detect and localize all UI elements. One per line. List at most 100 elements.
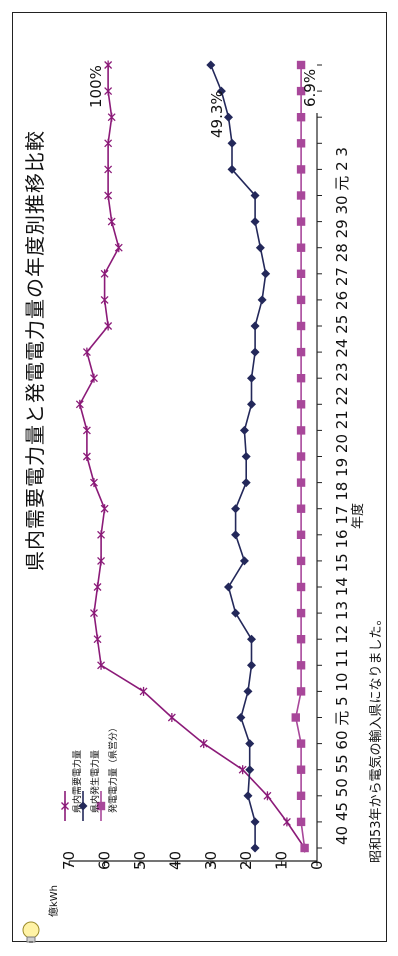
data-point bbox=[104, 86, 113, 96]
data-point bbox=[199, 739, 208, 749]
data-point bbox=[296, 374, 306, 383]
data-point bbox=[296, 86, 306, 96]
data-point bbox=[296, 661, 306, 670]
data-point bbox=[104, 191, 113, 200]
data-point bbox=[75, 399, 84, 409]
data-point bbox=[296, 243, 306, 252]
data-point bbox=[90, 373, 98, 383]
end-label-demand: 100% bbox=[87, 65, 105, 108]
unit-label: 億kWh bbox=[49, 884, 60, 917]
data-point bbox=[282, 817, 291, 827]
legend-label-generation: 県内発生電力量 bbox=[91, 749, 101, 813]
value-tick-label: 60 bbox=[96, 851, 114, 870]
data-point bbox=[296, 165, 306, 174]
data-point bbox=[107, 112, 116, 122]
data-point bbox=[239, 425, 249, 435]
end-label-prefectural: 6.9% bbox=[301, 68, 319, 107]
data-point bbox=[296, 504, 306, 513]
data-point bbox=[100, 269, 109, 279]
data-point bbox=[247, 634, 257, 644]
data-point bbox=[296, 739, 306, 748]
value-tick-label: 40 bbox=[166, 851, 184, 870]
data-point bbox=[96, 801, 106, 811]
data-point bbox=[250, 321, 260, 331]
data-point bbox=[97, 556, 106, 566]
data-point bbox=[296, 478, 306, 487]
data-point bbox=[296, 426, 306, 435]
data-point bbox=[114, 243, 123, 253]
value-tick-label: 50 bbox=[131, 851, 149, 870]
data-point bbox=[224, 582, 233, 592]
data-point bbox=[247, 373, 257, 383]
value-tick-label: 10 bbox=[273, 851, 291, 870]
data-point bbox=[61, 801, 69, 811]
chart-frame: 0 10 20 30 40 50 60 70 県内需要電力量と発電電力量の年度別推移比較 億k… bbox=[12, 12, 387, 942]
data-point bbox=[250, 191, 260, 200]
data-point bbox=[239, 556, 249, 566]
data-point bbox=[104, 60, 113, 70]
data-point bbox=[227, 164, 237, 174]
data-point bbox=[82, 452, 91, 461]
data-point bbox=[247, 660, 257, 670]
value-tick-label: 30 bbox=[202, 851, 220, 870]
chart-plot: 0 10 20 30 40 50 60 70 bbox=[60, 60, 326, 870]
data-point bbox=[97, 530, 106, 540]
data-point bbox=[300, 843, 309, 853]
data-point bbox=[296, 400, 306, 409]
data-point bbox=[296, 530, 306, 539]
data-point bbox=[296, 217, 306, 226]
data-point bbox=[90, 478, 98, 488]
data-point bbox=[296, 321, 306, 331]
data-point bbox=[139, 686, 148, 696]
data-point bbox=[296, 452, 306, 461]
data-point bbox=[227, 138, 237, 148]
data-point bbox=[247, 399, 257, 409]
data-point bbox=[261, 269, 271, 279]
data-point bbox=[296, 556, 306, 566]
data-point bbox=[236, 713, 246, 722]
data-point bbox=[250, 217, 260, 227]
data-point bbox=[257, 295, 267, 305]
data-point bbox=[245, 739, 255, 749]
data-point bbox=[263, 791, 272, 801]
data-point bbox=[243, 686, 253, 696]
data-point bbox=[250, 843, 260, 853]
data-point bbox=[231, 530, 241, 540]
end-label-generation: 49.3% bbox=[208, 90, 226, 138]
legend-label-demand: 県内需要電力量 bbox=[73, 749, 83, 813]
data-point bbox=[245, 765, 255, 775]
data-point bbox=[231, 608, 241, 618]
data-point bbox=[296, 139, 306, 148]
data-point bbox=[224, 112, 233, 122]
data-point bbox=[241, 452, 251, 461]
chart-title: 県内需要電力量と発電電力量の年度別推移比較 bbox=[23, 130, 47, 571]
data-point bbox=[296, 765, 306, 774]
data-point bbox=[296, 608, 306, 618]
legend-label-prefectural: 発電電力量（県営分） bbox=[109, 722, 119, 813]
data-point bbox=[82, 347, 91, 357]
data-point bbox=[296, 295, 306, 305]
data-point bbox=[104, 321, 113, 331]
lightbulb-icon bbox=[22, 921, 40, 943]
data-point bbox=[206, 60, 216, 70]
data-point bbox=[296, 817, 306, 827]
data-point bbox=[296, 269, 306, 278]
data-point bbox=[296, 347, 306, 357]
data-point bbox=[296, 635, 306, 644]
data-point bbox=[231, 504, 241, 514]
data-point bbox=[93, 634, 102, 644]
chart-text-layer: 県内需要電力量と発電電力量の年度別推移比較 億kWh 40 45 50 55 6… bbox=[13, 13, 388, 943]
data-point bbox=[243, 791, 253, 801]
value-tick-label: 20 bbox=[237, 851, 255, 870]
data-point bbox=[104, 138, 113, 148]
data-point bbox=[296, 791, 306, 800]
data-point bbox=[167, 713, 176, 722]
data-point bbox=[90, 608, 98, 618]
chart-note: 昭和53年から電気の輸入県になりました。 bbox=[369, 612, 384, 863]
data-point bbox=[238, 765, 247, 775]
data-point bbox=[104, 164, 113, 174]
data-point bbox=[216, 86, 226, 96]
data-point bbox=[296, 191, 306, 200]
data-point bbox=[296, 687, 306, 696]
data-point bbox=[250, 817, 260, 827]
